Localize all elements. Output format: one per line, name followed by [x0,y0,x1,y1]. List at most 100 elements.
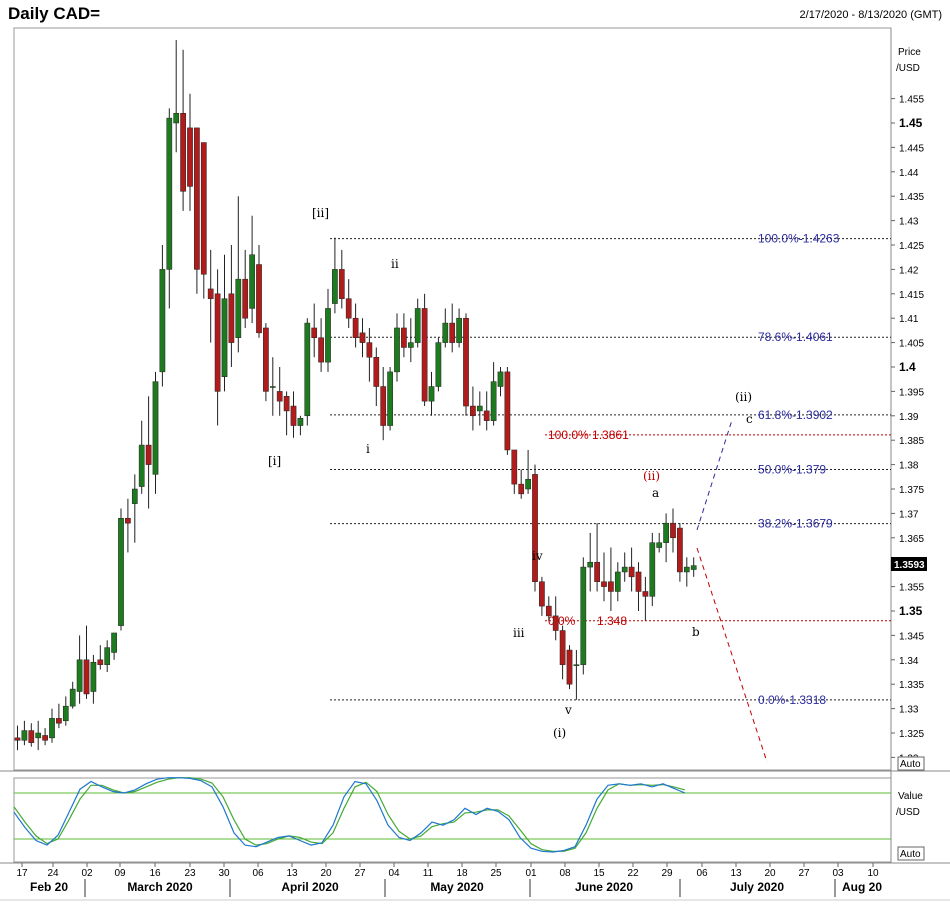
day-tick-label: 25 [490,868,502,879]
candle-body [180,112,186,192]
candle-body [414,308,421,343]
candle-body [97,659,104,665]
candle-body [200,142,207,275]
candle-body [476,405,483,412]
oscillator-auto-button[interactable]: Auto [897,846,925,861]
day-tick-label: 15 [593,868,605,879]
price-axis-unit: /USD [896,63,920,74]
price-tick-label: 1.37 [899,509,919,520]
day-tick-label: 30 [218,868,230,879]
candle-body [338,269,345,299]
candle-body [559,630,566,665]
price-tick-label: 1.405 [899,339,924,350]
day-tick-label: 27 [354,868,366,879]
time-axis: 17 24 02 09 16 23 30 06 13 20 27 04 11 18 25 01 08 15 22 29… [16,863,882,897]
candle-body [90,661,97,692]
wave-label: v [564,703,572,717]
candle-body [566,649,573,685]
price-tick-label: 1.325 [899,729,924,740]
candle-body [649,542,656,597]
price-tick-label: 1.425 [899,241,924,252]
wave-label: ii [391,257,399,271]
projection-arrows [696,419,768,763]
candle-body [125,518,131,524]
day-tick-label: 16 [149,868,161,879]
candle-body [214,293,221,392]
candle-body [587,561,594,568]
wave-label: (i) [553,726,566,740]
candle-body [194,127,200,270]
candle-body [111,632,117,653]
candle-body [283,396,290,412]
price-tick-label: 1.34 [899,656,919,667]
price-tick-label: 1.385 [899,436,924,447]
candle-body [14,737,21,741]
month-label: Feb 20 [30,880,68,894]
candle-body [242,278,249,319]
candle-body [290,405,297,426]
candle-body [518,483,525,495]
day-tick-label: 02 [81,868,93,879]
price-tick-label: 1.42 [899,265,919,276]
candle-body [670,522,676,539]
candle-body [608,581,614,592]
price-tick-label: 1.365 [899,534,924,545]
candle-body [318,337,324,363]
wave-label: b [692,625,700,639]
fib-level-label: 0.0%-1.3318 [758,693,826,707]
candle-body [35,732,42,739]
wave-label: [i] [268,454,281,468]
candle-body [83,659,90,695]
candle-body [545,605,552,617]
candle-body [490,381,497,421]
price-tick-label: 1.4 [899,360,916,374]
day-tick-label: 11 [423,868,434,879]
candle-body [21,730,28,741]
candle-body [421,308,428,402]
projection-level-label: 1.348 [597,614,627,628]
bullish-projection-line [696,419,733,531]
candle-body [325,308,331,363]
month-label: March 2020 [127,880,193,894]
wave-label: (ii) [643,469,660,483]
month-label: Aug 20 [842,880,882,894]
price-tick-label: 1.415 [899,290,924,301]
candle-body [49,718,55,739]
chart-header: Daily CAD= 2/17/2020 - 8/13/2020 (GMT) [0,0,950,28]
oscillator-auto-label: Auto [900,849,921,860]
candle-body [228,293,235,343]
fib-level-label: 78.6%-1.4061 [758,330,833,344]
wave-label: c [746,412,753,426]
wave-label: a [652,486,659,500]
month-label: June 2020 [575,880,633,894]
day-tick-label: 18 [456,868,468,879]
candle-body [614,571,621,592]
day-tick-label: 06 [252,868,264,879]
candle-body [635,571,642,592]
price-tick-label: 1.38 [899,461,919,472]
candle-body [263,327,269,392]
candle-body [594,561,600,582]
candle-body [504,371,511,451]
chart-title: Daily CAD= [8,4,101,23]
fib-level-label: 100.0%-1.4263 [758,232,840,246]
candle-body [173,112,180,124]
day-tick-label: 22 [627,868,639,879]
fib-level-label: 61.8%-1.3902 [758,408,833,422]
candle-body [166,117,173,270]
price-auto-button[interactable]: Auto [897,756,925,771]
fib-level-label: 50.0%-1.379 [758,462,826,476]
candle-body [539,581,545,607]
candle-body [456,317,462,343]
candle-body [601,581,607,587]
projection-level-label: 0.0% [548,614,576,628]
day-tick-label: 01 [525,868,537,879]
candle-body [352,317,359,338]
candle-body [297,417,304,426]
day-tick-label: 17 [16,868,28,879]
price-axis: 1.4551.451.4451.441.4351.431.4251.421.41… [891,95,924,764]
candle-body [42,735,48,741]
candle-body [428,386,435,402]
month-label: May 2020 [430,880,484,894]
